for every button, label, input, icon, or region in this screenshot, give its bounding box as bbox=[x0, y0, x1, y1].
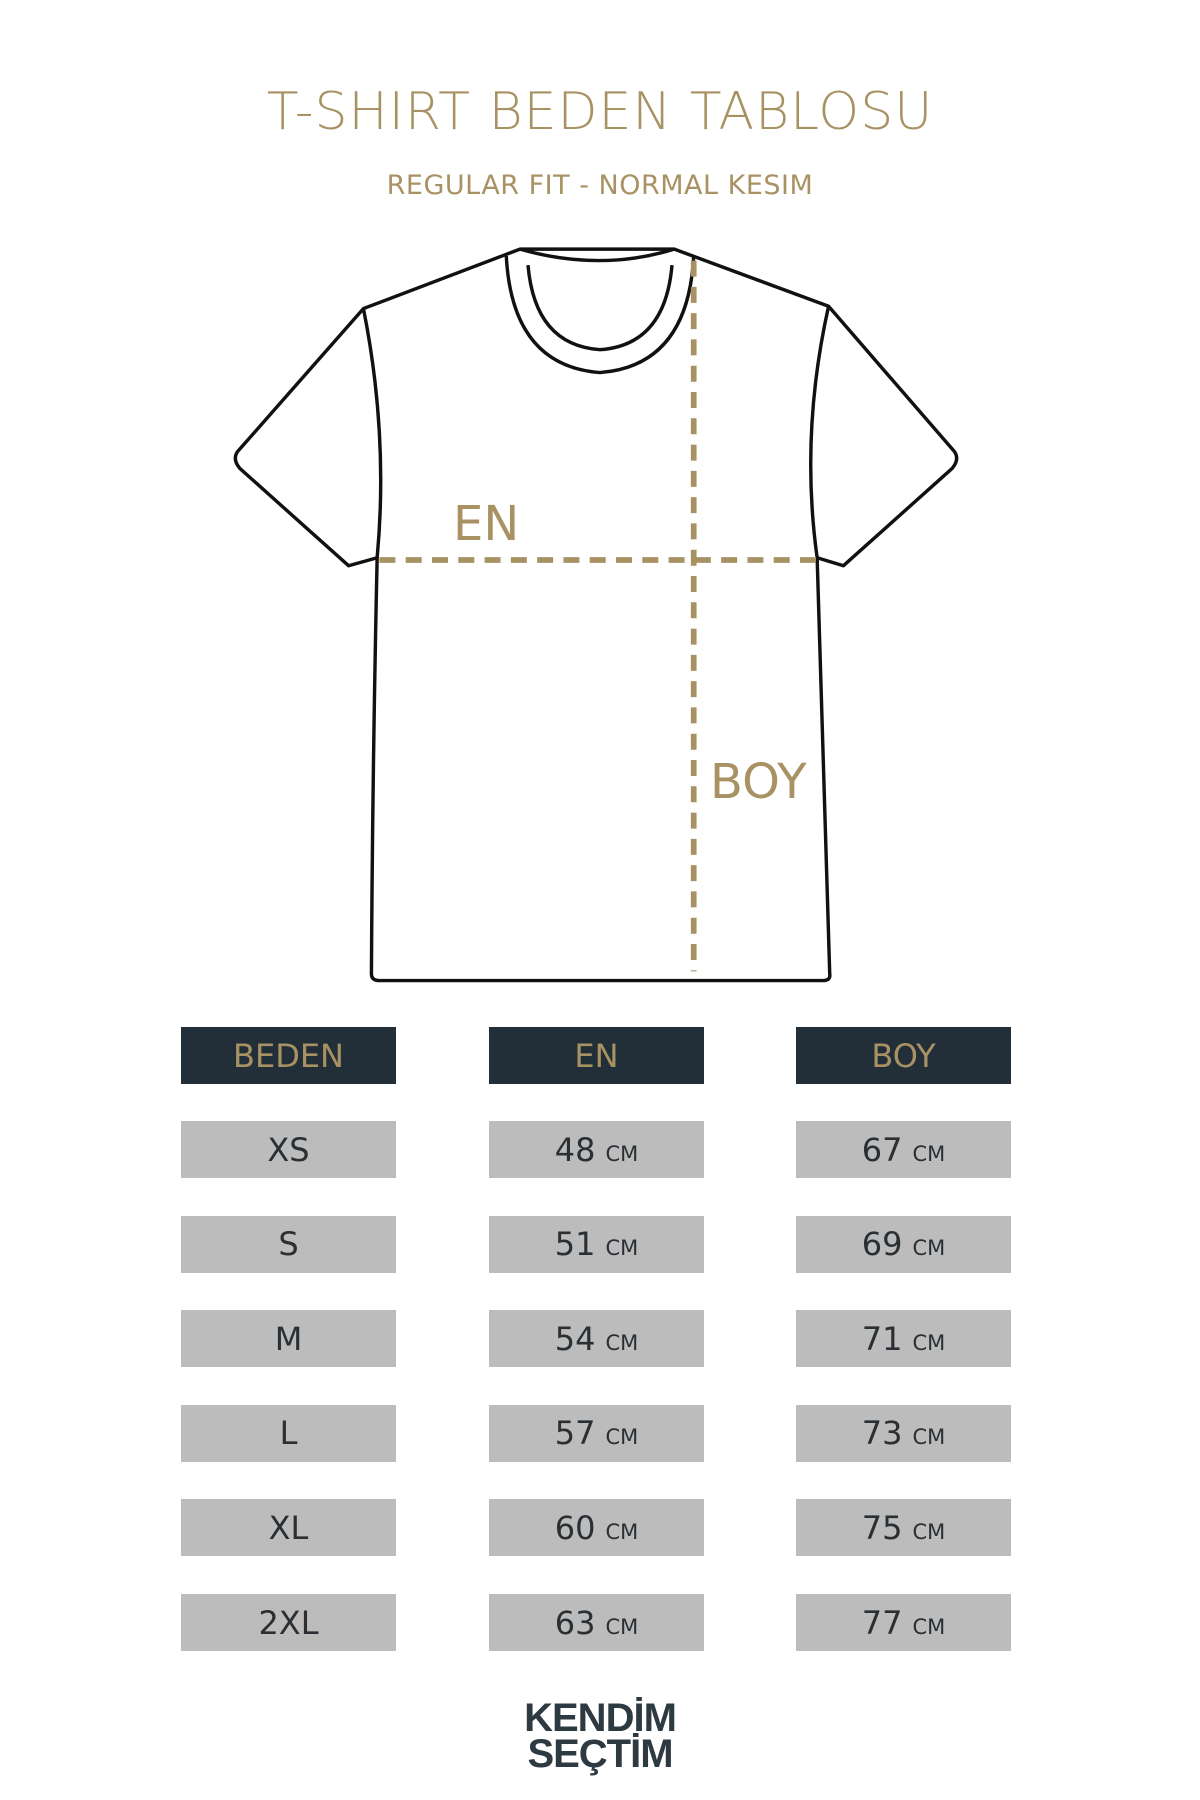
table-cell: 75 CM bbox=[796, 1499, 1011, 1557]
shirt-left-armhole bbox=[361, 308, 383, 558]
table-cell: 63 CM bbox=[489, 1594, 704, 1651]
header-en: EN bbox=[489, 1027, 704, 1084]
table-cell: 73 CM bbox=[796, 1404, 1011, 1462]
cell-value: 69 bbox=[861, 1225, 903, 1264]
table-cell: 67 CM bbox=[796, 1121, 1011, 1178]
table-cell: 48 CM bbox=[489, 1121, 704, 1178]
cell-unit: CM bbox=[912, 1330, 946, 1355]
table-cell: 2XL bbox=[181, 1594, 396, 1651]
logo-line2: SEÇTİM bbox=[527, 1732, 673, 1776]
cell-unit: CM bbox=[912, 1141, 946, 1166]
cell-value: XL bbox=[268, 1508, 309, 1547]
table-cell: 71 CM bbox=[796, 1310, 1011, 1368]
logo-line1: KENDİM bbox=[524, 1696, 677, 1740]
width-label: EN bbox=[453, 496, 520, 552]
length-label: BOY bbox=[710, 754, 807, 810]
cell-value: M bbox=[274, 1319, 303, 1358]
cell-unit: CM bbox=[912, 1519, 946, 1544]
cell-value: 73 bbox=[861, 1414, 903, 1453]
page-subtitle: REGULAR FIT - NORMAL KESIM bbox=[386, 170, 814, 201]
cell-unit: CM bbox=[605, 1425, 639, 1450]
header-beden: BEDEN bbox=[181, 1027, 396, 1084]
table-cell: 60 CM bbox=[489, 1499, 704, 1557]
cell-value: 48 bbox=[554, 1130, 596, 1169]
cell-value: L bbox=[279, 1414, 298, 1453]
cell-value: 60 bbox=[554, 1508, 596, 1547]
cell-value: XS bbox=[267, 1130, 310, 1169]
cell-unit: CM bbox=[605, 1330, 639, 1355]
cell-value: 75 bbox=[861, 1508, 903, 1547]
cell-unit: CM bbox=[605, 1236, 639, 1261]
brand-logo: KENDİM SEÇTİM bbox=[0, 1696, 1200, 1776]
table-cell: 54 CM bbox=[489, 1310, 704, 1368]
cell-value: 77 bbox=[861, 1603, 903, 1642]
shirt-right-armhole bbox=[809, 305, 831, 558]
cell-unit: CM bbox=[912, 1236, 946, 1261]
table-cell: 57 CM bbox=[489, 1404, 704, 1462]
cell-value: 51 bbox=[554, 1225, 596, 1264]
cell-value: 54 bbox=[554, 1319, 596, 1358]
table-cell: 69 CM bbox=[796, 1215, 1011, 1273]
header-boy: BOY bbox=[796, 1027, 1011, 1084]
cell-unit: CM bbox=[605, 1141, 639, 1166]
collar-inner bbox=[526, 264, 674, 352]
cell-unit: CM bbox=[605, 1519, 639, 1544]
table-cell: M bbox=[181, 1310, 396, 1368]
collar-outer bbox=[504, 255, 696, 375]
table-cell: 51 CM bbox=[489, 1215, 704, 1273]
cell-value: 63 bbox=[554, 1603, 596, 1642]
cell-unit: CM bbox=[912, 1614, 946, 1639]
table-cell: S bbox=[181, 1215, 396, 1273]
table-cell: XL bbox=[181, 1499, 396, 1557]
collar-top bbox=[519, 247, 675, 263]
cell-unit: CM bbox=[605, 1614, 639, 1639]
cell-value: 67 bbox=[861, 1130, 903, 1169]
cell-value: 71 bbox=[861, 1319, 903, 1358]
table-cell: XS bbox=[181, 1121, 396, 1178]
cell-value: 2XL bbox=[258, 1603, 319, 1642]
cell-unit: CM bbox=[912, 1425, 946, 1450]
page-title: T-SHIRT BEDEN TABLOSU bbox=[266, 82, 934, 142]
shirt-outline bbox=[233, 247, 959, 983]
cell-value: 57 bbox=[554, 1414, 596, 1453]
cell-value: S bbox=[278, 1225, 299, 1264]
table-cell: L bbox=[181, 1404, 396, 1462]
table-cell: 77 CM bbox=[796, 1594, 1011, 1651]
